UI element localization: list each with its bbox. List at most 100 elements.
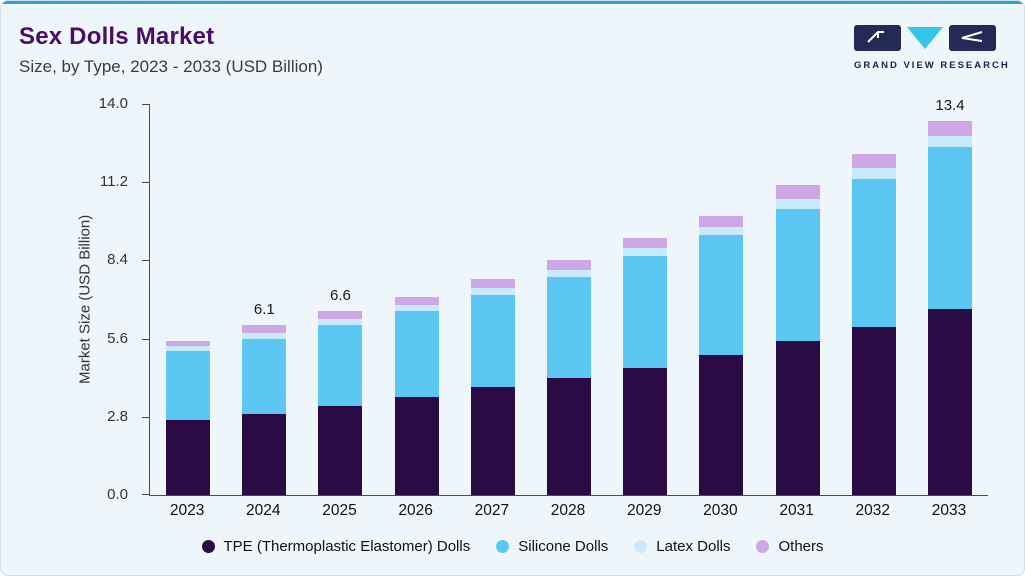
y-tick-label: 5.6 <box>107 329 128 347</box>
y-tick-mark <box>142 104 150 105</box>
bar-stack <box>851 154 896 495</box>
y-tick-mark <box>142 338 150 340</box>
x-axis-label: 2025 <box>322 502 357 519</box>
x-axis-labels: 2023 2024 2025 2026 2027 2028 2029 2030 2031 2032… <box>149 502 987 520</box>
bar-stack <box>699 215 744 495</box>
bar-segment <box>318 319 363 325</box>
logo-text: GRAND VIEW RESEARCH <box>854 60 1010 71</box>
bar-2030 <box>683 104 759 495</box>
bar-segment <box>547 377 592 495</box>
bar-segment <box>318 324 363 406</box>
bar-segment <box>851 327 896 495</box>
legend-item: Silicone Dolls <box>496 538 608 555</box>
bar-2026 <box>379 104 455 495</box>
bar-segment <box>547 270 592 278</box>
bar-segment <box>166 419 211 495</box>
bar-segment <box>623 367 668 495</box>
x-axis-label: 2029 <box>626 502 662 519</box>
x-axis-label: 2032 <box>855 502 891 519</box>
bar-segment <box>623 238 668 248</box>
bar-stack <box>242 324 287 495</box>
bar-segment <box>166 346 211 352</box>
bar-segment <box>394 296 439 306</box>
bar-segment <box>242 324 287 334</box>
legend-label: TPE (Thermoplastic Elastomer) Dolls <box>223 538 471 555</box>
bar-stack <box>623 238 668 495</box>
bar-2023 <box>150 104 226 495</box>
bar-segment <box>699 215 744 227</box>
bar-segment <box>775 185 820 199</box>
legend-dot <box>201 540 215 553</box>
bar-2025: 6.6 <box>302 104 378 495</box>
logo-mark-icon <box>854 25 996 51</box>
bar-segment <box>851 168 896 180</box>
bar-segment <box>547 260 592 271</box>
bar-segment <box>470 278 515 289</box>
y-tick-label: 11.2 <box>99 173 128 191</box>
bar-segment <box>851 179 896 328</box>
bar-segment <box>547 277 592 378</box>
bar-stack <box>394 296 439 495</box>
bar-segment <box>242 333 287 339</box>
bar-segment <box>394 397 439 495</box>
y-tick-mark <box>142 182 150 184</box>
bar-value-label: 6.1 <box>253 300 275 318</box>
grand-view-research-logo: GRAND VIEW RESEARCH <box>854 25 1010 71</box>
bar-segment <box>699 226 744 236</box>
bar-segment <box>699 355 744 495</box>
bar-segment <box>318 405 363 495</box>
x-axis-label: 2033 <box>931 502 967 519</box>
bar-segment <box>394 310 439 398</box>
legend-label: Silicone Dolls <box>518 538 609 555</box>
chart-subtitle: Size, by Type, 2023 - 2033 (USD Billion) <box>19 57 323 76</box>
top-accent-bar <box>1 1 1024 4</box>
bar-stack <box>166 341 211 495</box>
y-tick-label: 14.0 <box>98 95 128 112</box>
bar-segment <box>470 387 515 495</box>
bar-stack <box>318 310 363 495</box>
legend-item: TPE (Thermoplastic Elastomer) Dolls <box>201 538 471 555</box>
bar-segment <box>394 305 439 311</box>
legend-item: Latex Dolls <box>634 538 730 555</box>
bar-segment <box>699 235 744 356</box>
bar-2029 <box>607 104 683 495</box>
y-tick-label: 2.8 <box>107 407 128 425</box>
bar-2031 <box>760 104 836 495</box>
y-axis-ticks: 0.0 2.8 5.6 8.4 11.2 14.0 <box>1 95 142 503</box>
y-tick-label: 0.0 <box>107 486 128 503</box>
bar-stack <box>775 185 820 495</box>
x-axis-label: 2028 <box>550 502 586 519</box>
y-tick-mark <box>142 260 150 262</box>
bar-segment <box>242 338 287 415</box>
bar-2033: 13.4 <box>912 97 988 495</box>
bar-segment <box>775 341 820 495</box>
bar-segment <box>927 309 972 495</box>
y-tick-mark <box>142 416 150 418</box>
legend-item: Others <box>756 538 824 555</box>
bar-2027 <box>455 104 531 495</box>
bar-segment <box>775 198 820 209</box>
legend-dot <box>634 540 648 553</box>
legend-dot <box>756 540 770 553</box>
y-tick-label: 8.4 <box>107 251 128 269</box>
bar-segment <box>851 154 896 169</box>
bar-segment <box>927 120 972 137</box>
x-axis-label: 2024 <box>246 502 281 519</box>
bar-segment <box>927 147 972 310</box>
x-axis-label: 2027 <box>474 502 510 519</box>
bar-segment <box>166 341 211 347</box>
legend-label: Latex Dolls <box>656 538 731 555</box>
x-axis-label: 2030 <box>703 502 738 519</box>
bar-2024: 6.1 <box>226 104 302 495</box>
x-axis-label: 2031 <box>779 502 814 519</box>
bar-stack <box>470 278 515 495</box>
bar-2028 <box>531 104 607 495</box>
bar-segment <box>623 256 668 368</box>
bar-segment <box>318 310 363 320</box>
x-axis-label: 2023 <box>169 502 205 519</box>
bar-value-label: 6.6 <box>330 286 351 304</box>
bar-stack <box>547 260 592 495</box>
plot-area: 6.1 6.6 13.4 <box>142 97 988 496</box>
bar-segment <box>242 414 287 495</box>
y-tick-mark <box>142 494 150 495</box>
